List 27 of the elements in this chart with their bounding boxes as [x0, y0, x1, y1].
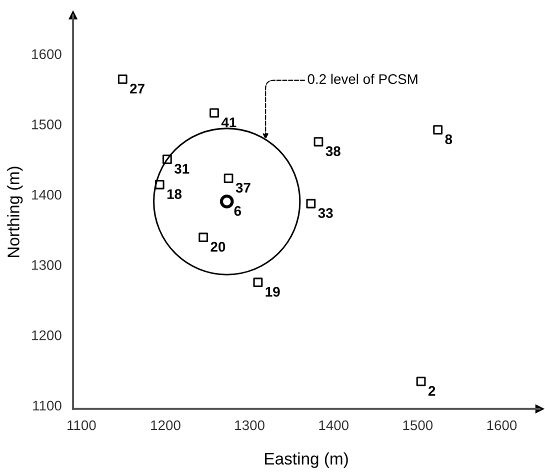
annotation: 18	[167, 189, 182, 200]
y-tick-label: 1500	[32, 120, 62, 130]
annotation: 33	[318, 208, 333, 218]
annotation: 38	[326, 146, 340, 156]
annotation: 27	[130, 84, 144, 94]
x-axis-title: Easting (m)	[265, 452, 348, 468]
x-tick-label: 1500	[403, 420, 433, 430]
annotation: 41	[221, 118, 236, 128]
annotation: 19	[266, 286, 280, 297]
x-tick-label: 1200	[151, 420, 180, 430]
annotation: 8	[445, 134, 452, 144]
y-axis-title: Northing (m)	[7, 166, 23, 257]
x-tick-label: 1600	[487, 420, 517, 430]
y-tick-label: 1300	[32, 260, 62, 270]
x-tick-label: 1100	[68, 420, 96, 430]
y-tick-label: 1200	[32, 330, 62, 340]
y-tick-label: 1600	[32, 49, 62, 60]
annotation: 20	[210, 242, 226, 252]
x-tick-label: 1300	[235, 420, 264, 430]
y-tick-label: 1400	[32, 190, 62, 200]
annotation: 37	[236, 182, 250, 193]
annotation: 0.2 level of PCSM	[308, 74, 418, 84]
annotation: 6	[234, 206, 242, 216]
annotation: 31	[174, 164, 190, 174]
y-tick-label: 1100	[33, 400, 62, 411]
annotation: 2	[428, 386, 436, 396]
x-tick-label: 1400	[319, 420, 349, 430]
